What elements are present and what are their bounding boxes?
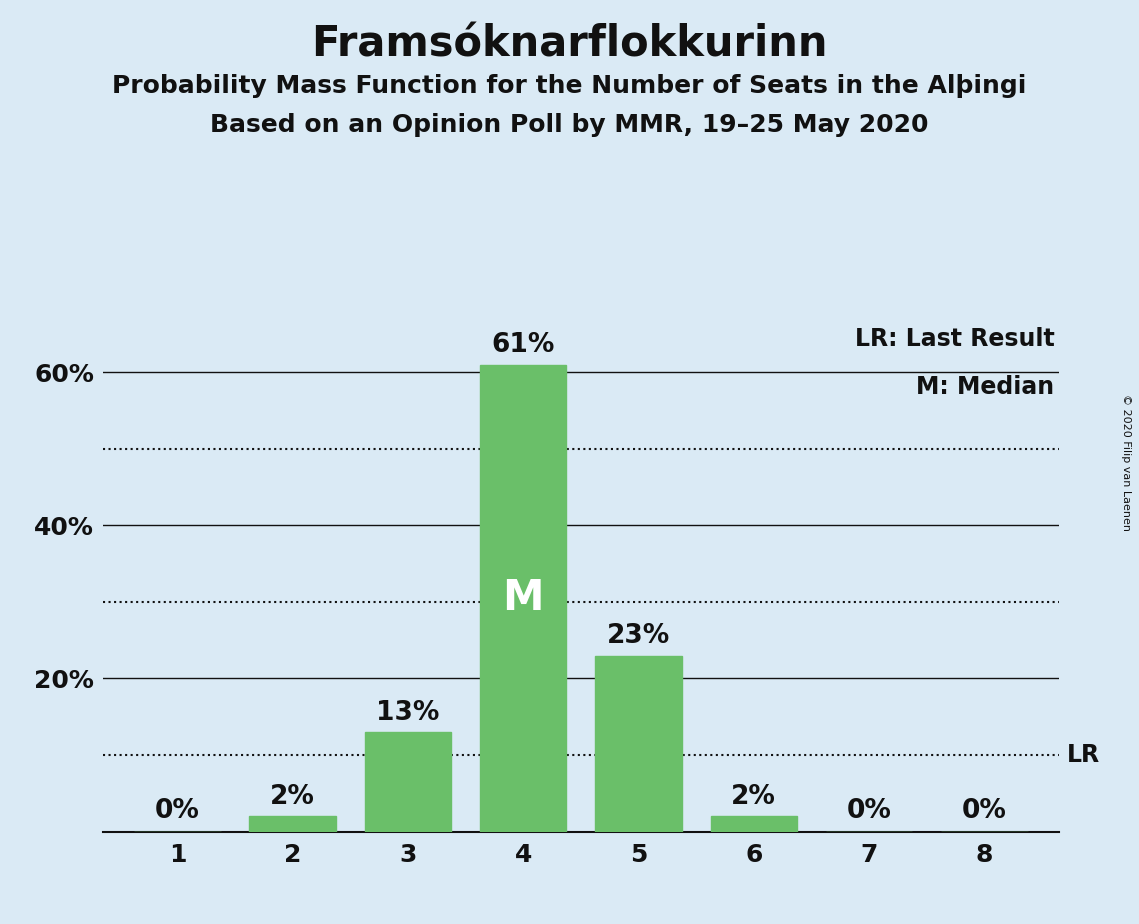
Text: 2%: 2%: [270, 784, 316, 810]
Text: LR: Last Result: LR: Last Result: [854, 327, 1055, 351]
Text: Probability Mass Function for the Number of Seats in the Alþingi: Probability Mass Function for the Number…: [113, 74, 1026, 98]
Bar: [480, 365, 566, 832]
Text: © 2020 Filip van Laenen: © 2020 Filip van Laenen: [1121, 394, 1131, 530]
Text: 0%: 0%: [962, 798, 1007, 824]
Text: 23%: 23%: [607, 624, 670, 650]
Bar: [249, 816, 336, 832]
Text: M: Median: M: Median: [917, 375, 1055, 399]
Text: 2%: 2%: [731, 784, 777, 810]
Text: Framsóknarflokkurinn: Framsóknarflokkurinn: [311, 23, 828, 65]
Text: 61%: 61%: [492, 333, 555, 359]
Text: 0%: 0%: [846, 798, 892, 824]
Text: M: M: [502, 578, 544, 619]
Text: LR: LR: [1067, 743, 1100, 767]
Text: 0%: 0%: [155, 798, 199, 824]
Bar: [596, 655, 682, 832]
Bar: [364, 732, 451, 832]
Text: Based on an Opinion Poll by MMR, 19–25 May 2020: Based on an Opinion Poll by MMR, 19–25 M…: [211, 113, 928, 137]
Text: 13%: 13%: [376, 700, 440, 726]
Bar: [711, 816, 797, 832]
